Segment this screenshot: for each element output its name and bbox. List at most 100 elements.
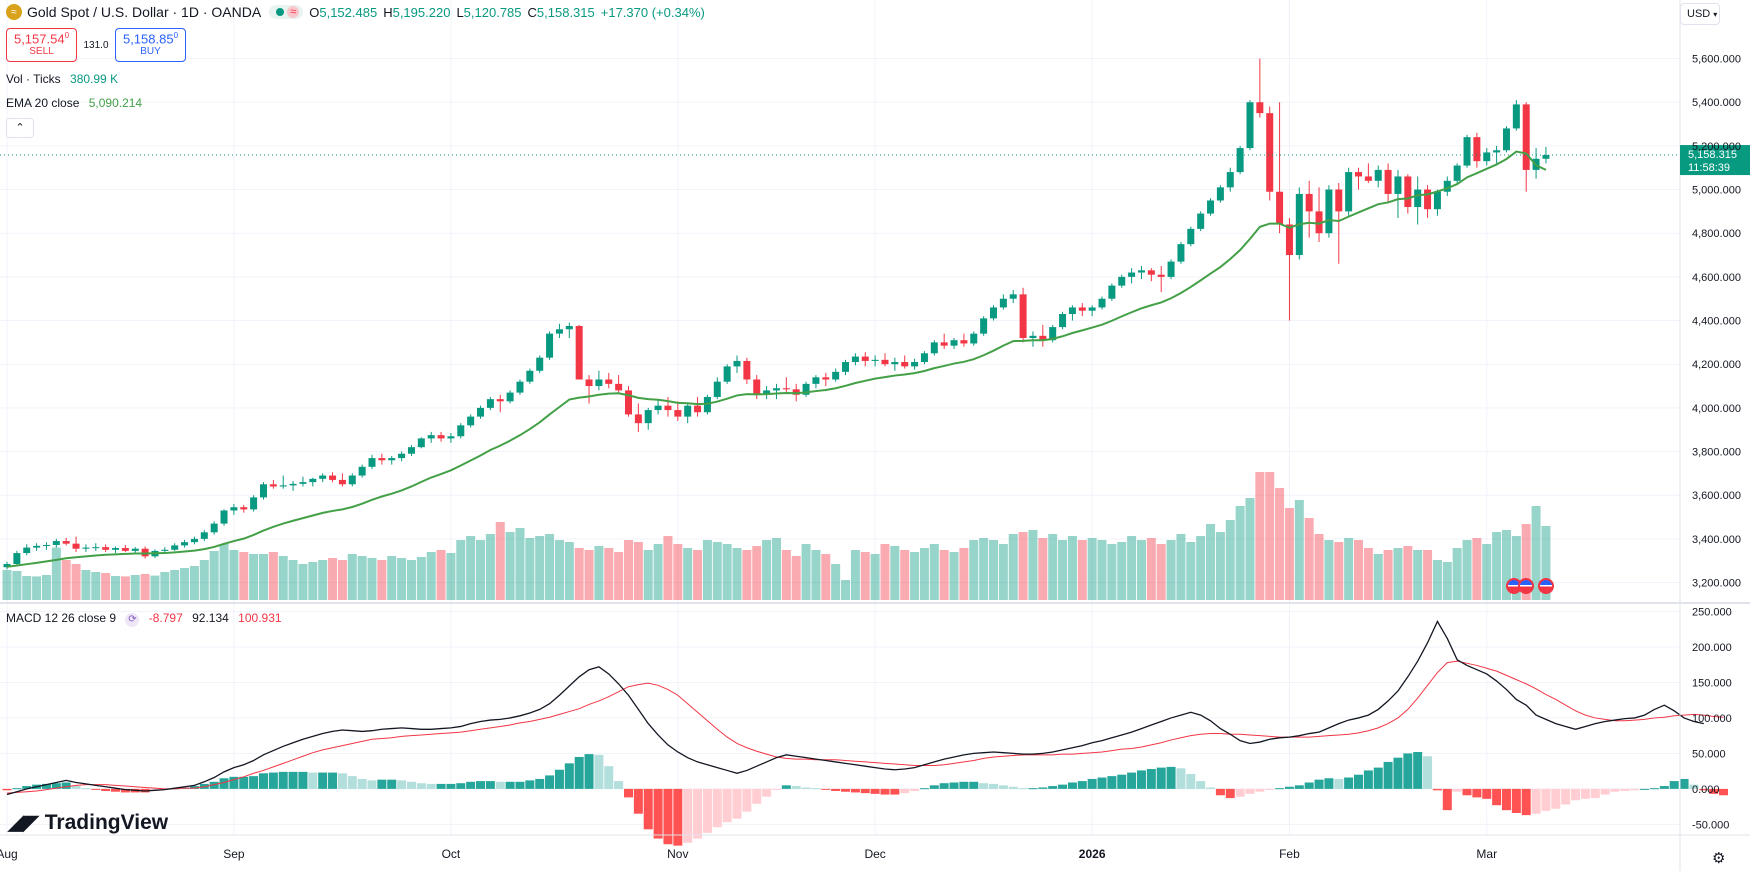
macd-hist-bar <box>633 788 643 814</box>
volume-bar <box>1373 554 1383 600</box>
candle-body <box>299 482 307 484</box>
volume-bar <box>791 556 801 600</box>
macd-hist-bar <box>397 780 407 789</box>
candle-body <box>102 547 110 550</box>
candle-body <box>1128 272 1136 277</box>
candle-body <box>565 326 573 330</box>
candle-body <box>1147 270 1155 275</box>
macd-hist-bar <box>505 781 515 789</box>
macd-hist-bar <box>1048 786 1058 789</box>
candle-body <box>654 405 662 411</box>
macd-hist-bar <box>732 788 742 819</box>
candle-body <box>1266 113 1274 192</box>
us-flag-event-icon[interactable] <box>1538 578 1554 594</box>
price-tick-label: 4,000.000 <box>1692 403 1741 415</box>
candle-body <box>72 543 80 549</box>
volume-bar <box>1393 548 1403 600</box>
macd-settings-icon[interactable]: ⟳ <box>125 613 140 627</box>
volume-bar <box>574 548 584 600</box>
collapse-legend-button[interactable]: ⌃ <box>6 118 34 138</box>
candle-body <box>832 371 840 380</box>
volume-bar <box>1423 550 1433 600</box>
macd-hist-bar <box>1087 778 1097 789</box>
price-tick-label: 4,600.000 <box>1692 272 1741 284</box>
candle-body <box>743 360 751 380</box>
macd-hist-bar <box>1028 788 1038 790</box>
candle-body <box>970 333 978 344</box>
macd-hist-bar <box>545 775 555 789</box>
volume-bar <box>1304 518 1314 600</box>
candle-body <box>269 484 277 487</box>
gear-icon[interactable]: ⚙ <box>1712 850 1726 867</box>
macd-hist-bar <box>702 788 712 833</box>
macd-hist-bar <box>1482 788 1492 799</box>
macd-hist-bar <box>1383 761 1393 789</box>
volume-bar <box>466 536 476 600</box>
candle-body <box>33 545 41 548</box>
volume-bar <box>180 568 190 600</box>
candle-body <box>1364 176 1372 181</box>
sell-button[interactable]: 5,157.540 SELL <box>6 28 77 62</box>
volume-bar <box>979 538 989 600</box>
currency-selector[interactable]: USD ▾ <box>1680 3 1720 25</box>
macd-hist-bar <box>1393 757 1403 789</box>
macd-legend-label: MACD 12 26 close 9 <box>6 611 117 625</box>
macd-hist-bar <box>1324 778 1334 789</box>
macd-legend[interactable]: MACD 12 26 close 9 ⟳ -8.797 92.134 100.9… <box>6 611 282 627</box>
volume-bar <box>12 571 22 600</box>
volume-bar <box>1038 538 1048 600</box>
chevron-up-icon: ⌃ <box>15 122 25 134</box>
us-flag-event-icon[interactable] <box>1518 578 1534 594</box>
macd-hist-bar <box>1008 786 1018 789</box>
price-candles <box>3 58 1550 570</box>
candle-body <box>220 510 228 524</box>
candle-body <box>1374 169 1382 181</box>
candle-body <box>1315 211 1323 234</box>
volume-bar <box>870 554 880 600</box>
macd-hist-bar <box>910 788 920 792</box>
price-tick-label: 3,200.000 <box>1692 578 1741 590</box>
volume-bar <box>949 552 959 600</box>
volume-bar <box>1284 508 1294 600</box>
price-tick-label: 5,600.000 <box>1692 54 1741 66</box>
volume-bar <box>860 552 870 600</box>
volume-bar <box>1107 544 1117 600</box>
ema-legend[interactable]: EMA 20 close 5,090.214 <box>6 96 142 110</box>
volume-bar <box>1176 534 1186 600</box>
volume-bar <box>1166 540 1176 600</box>
candle-body <box>407 447 415 454</box>
macd-hist-bar <box>781 785 791 789</box>
macd-hist-bar <box>821 788 831 790</box>
volume-bar <box>781 550 791 600</box>
market-status-pill[interactable]: ≈ <box>269 5 304 19</box>
macd-hist-bar <box>594 754 604 789</box>
candle-body <box>417 438 425 448</box>
volume-bar <box>663 536 673 600</box>
candle-body <box>1246 102 1254 149</box>
macd-hist-bar <box>1590 788 1600 799</box>
candle-body <box>901 362 909 367</box>
volume-bar <box>1048 534 1058 600</box>
open-label: O <box>309 4 320 20</box>
symbol-header: ≈ Gold Spot / U.S. Dollar · 1D · OANDA ≈… <box>6 4 711 20</box>
volume-bar <box>1127 536 1137 600</box>
volume-bar <box>594 546 604 600</box>
volume-bar <box>426 552 436 600</box>
volume-bar <box>1275 488 1285 600</box>
volume-bar <box>347 554 357 600</box>
symbol-title[interactable]: Gold Spot / U.S. Dollar · 1D · OANDA <box>27 4 262 20</box>
buy-button[interactable]: 5,158.850 BUY <box>115 28 186 62</box>
volume-legend[interactable]: Vol · Ticks 380.99 K <box>6 72 118 86</box>
macd-hist-bar <box>811 788 821 790</box>
macd-hist-bar <box>1620 788 1630 792</box>
candle-body <box>792 389 800 395</box>
candle-body <box>437 435 445 439</box>
volume-bar <box>1235 506 1245 600</box>
volume-bar <box>1492 532 1502 600</box>
candle-body <box>990 307 997 319</box>
volume-bar <box>1334 542 1344 600</box>
macd-hist-bar <box>1580 788 1590 799</box>
volume-bar <box>545 534 555 600</box>
macd-hist-bar <box>870 788 880 794</box>
